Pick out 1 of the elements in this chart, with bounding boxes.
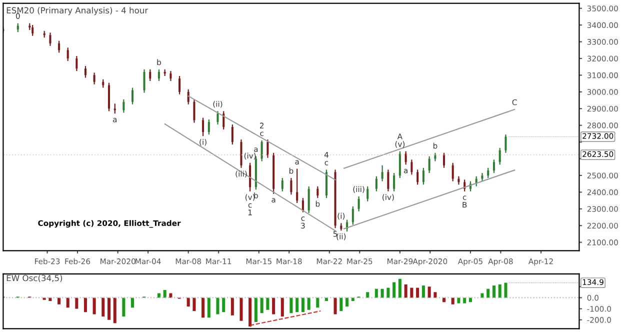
chart-title: EW Osc(34,5) bbox=[6, 274, 62, 282]
